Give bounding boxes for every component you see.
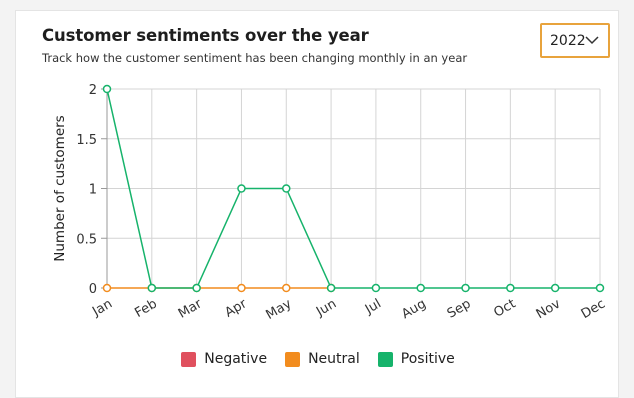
data-point-positive	[550, 283, 560, 293]
legend-item-negative[interactable]: Negative	[181, 351, 267, 367]
x-tick-label: Jun	[313, 296, 339, 320]
year-select[interactable]: 2022	[540, 23, 610, 58]
y-axis-label: Number of customers	[52, 115, 68, 261]
x-tick-label: Jan	[89, 296, 115, 320]
chevron-down-icon	[585, 36, 599, 45]
data-point-positive	[416, 283, 425, 293]
data-point-positive	[326, 283, 336, 293]
series-line-positive	[106, 88, 600, 289]
y-tick-label: 2	[89, 83, 97, 98]
legend-swatch	[377, 351, 393, 367]
sentiment-card: Customer sentiments over the year Track …	[15, 10, 619, 398]
legend-label: Neutral	[308, 351, 360, 367]
x-tick-label: May	[263, 296, 294, 323]
chart-subtitle: Track how the customer sentiment has bee…	[42, 51, 468, 65]
data-point-positive	[371, 283, 381, 293]
data-point-neutral	[237, 283, 246, 293]
x-tick-label: Dec	[579, 296, 608, 322]
year-select-value: 2022	[550, 32, 586, 49]
data-point-positive	[102, 84, 112, 94]
data-point-neutral	[102, 283, 112, 293]
legend-label: Negative	[204, 351, 268, 367]
legend-item-positive[interactable]: Positive	[377, 351, 455, 367]
data-point-positive	[237, 184, 246, 193]
y-tick-label: 1	[89, 183, 97, 198]
x-tick-label: Nov	[534, 296, 564, 322]
x-tick-label: Aug	[399, 296, 428, 322]
data-point-positive	[192, 283, 201, 293]
legend-swatch	[181, 351, 197, 367]
x-tick-label: Sep	[445, 296, 474, 321]
x-tick-label: Oct	[491, 296, 518, 320]
y-tick-label: 0	[89, 282, 97, 297]
y-tick-label: 0.5	[76, 232, 97, 247]
legend-swatch	[285, 351, 301, 367]
line-chart: 0 0.5 1 1.5 2 Jan Feb Mar Apr May Jun Jul Aug Sep Oct N…	[52, 83, 608, 323]
data-point-positive	[282, 184, 291, 193]
data-point-positive	[461, 283, 470, 293]
legend-label: Positive	[400, 351, 455, 367]
chart-title: Customer sentiments over the year	[42, 26, 369, 45]
data-point-positive	[595, 283, 605, 293]
y-tick-label: 1.5	[76, 133, 97, 148]
legend-item-neutral[interactable]: Neutral	[285, 351, 360, 367]
data-point-positive	[506, 283, 515, 293]
data-point-neutral	[282, 283, 291, 293]
x-tick-label: Feb	[132, 296, 159, 321]
x-tick-label: Mar	[176, 296, 205, 322]
x-tick-label: Jul	[362, 296, 384, 317]
x-tick-label: Apr	[222, 296, 250, 321]
chart-legend: Negative Neutral Positive	[16, 351, 620, 367]
data-point-positive	[147, 283, 157, 293]
